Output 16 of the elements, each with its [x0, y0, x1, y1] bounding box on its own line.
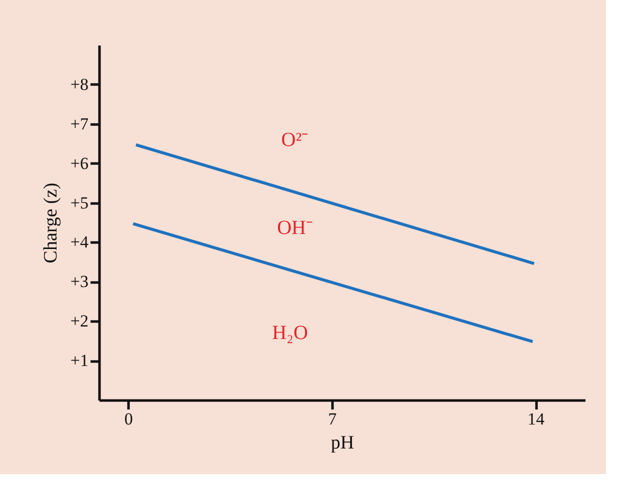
x-tick-label: 14 [528, 410, 546, 428]
x-tick-label: 0 [124, 410, 133, 428]
y-tick-label: +1 [70, 351, 88, 370]
annotation: H₂O [272, 322, 308, 344]
y-tick-label: +6 [70, 154, 88, 173]
annotation: O²⁻ [281, 129, 309, 151]
y-axis-title: Charge (z) [40, 182, 62, 264]
y-tick-label: +7 [70, 114, 89, 134]
y-tick-label: +2 [70, 312, 88, 331]
annotation: OH⁻ [277, 217, 313, 239]
x-tick-label: 7 [328, 410, 338, 428]
y-tick-label: +5 [70, 193, 88, 212]
y-tick-label: +4 [70, 232, 89, 252]
y-tick-label: +3 [70, 272, 88, 292]
x-axis-title: pH [330, 432, 354, 454]
y-tick-label: +8 [70, 74, 88, 94]
